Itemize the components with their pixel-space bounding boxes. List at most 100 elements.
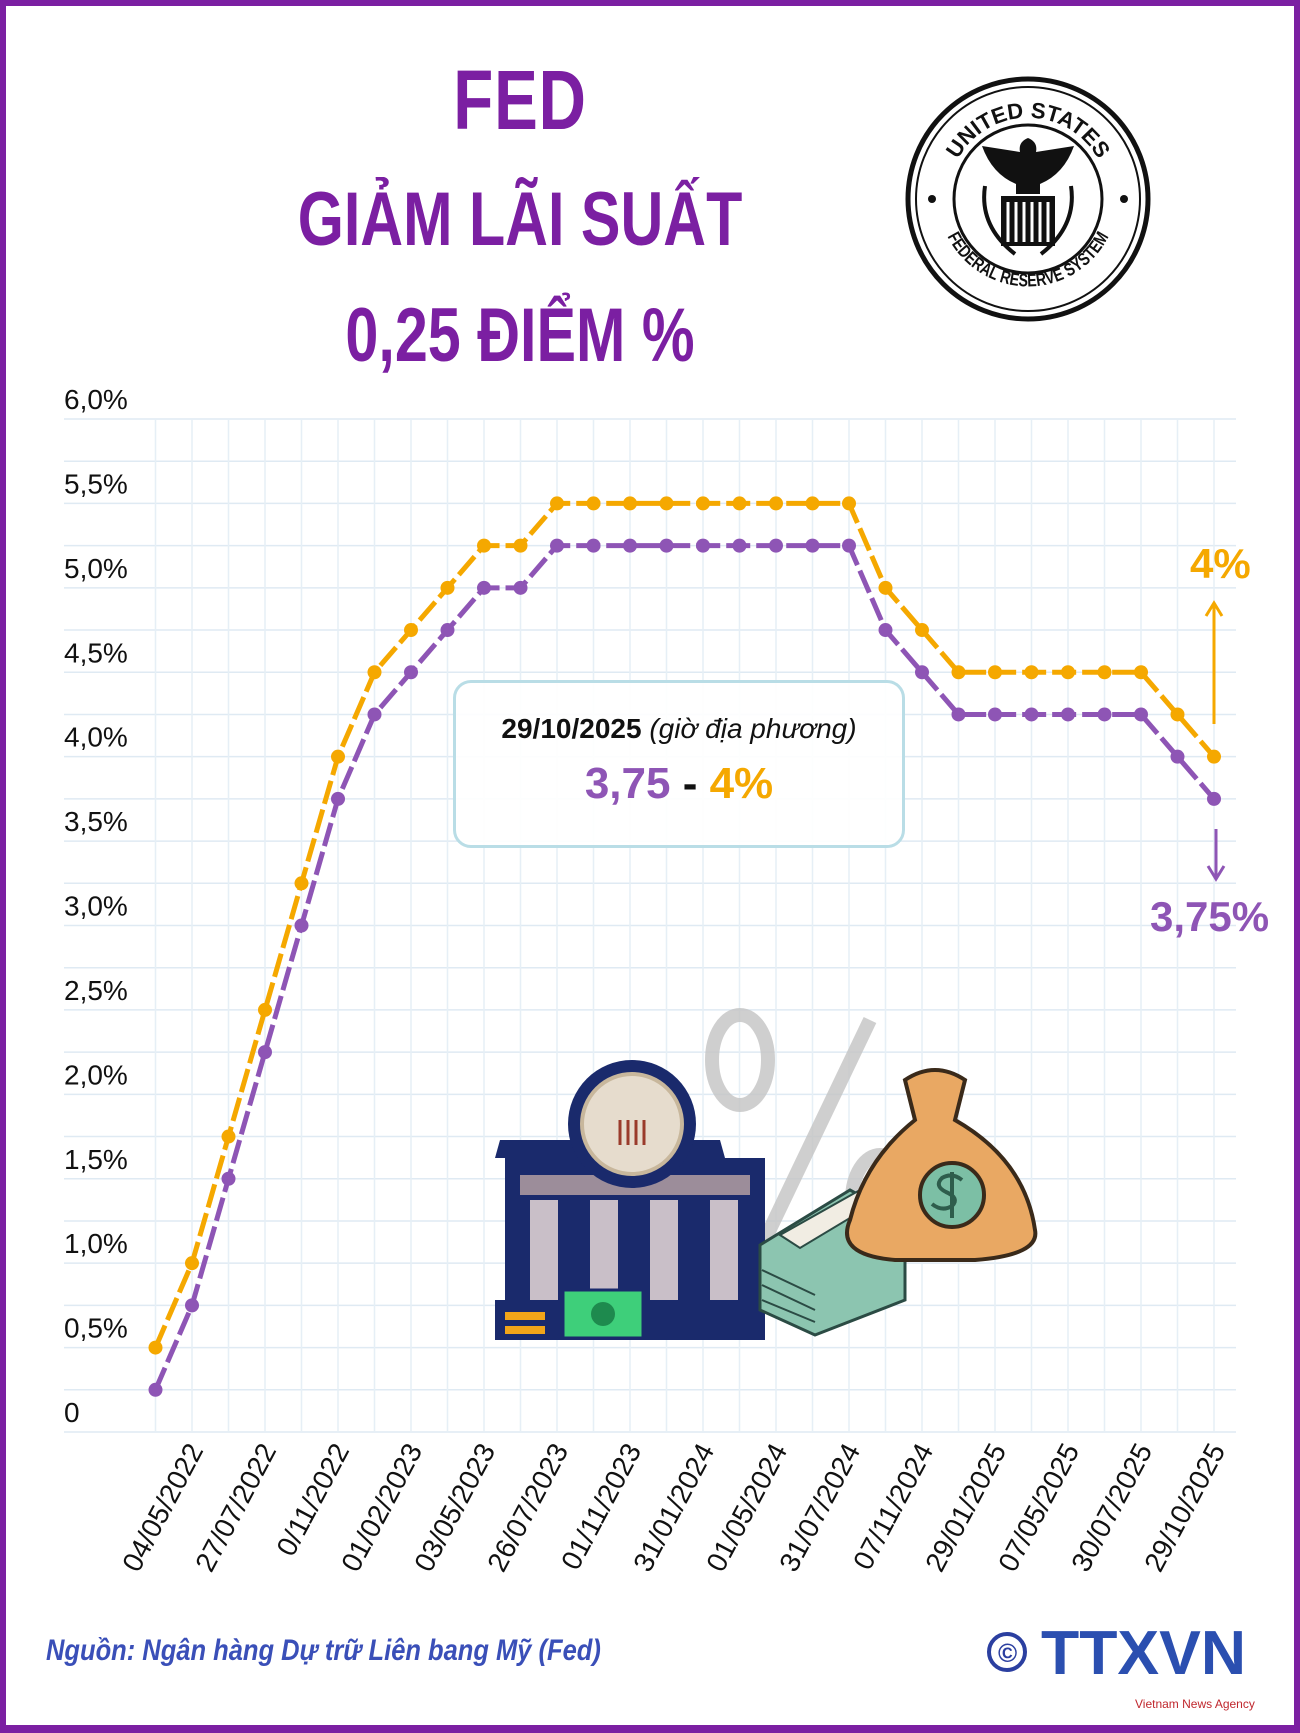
upper-bound-point xyxy=(769,496,783,511)
y-tick-label: 4,5% xyxy=(64,637,128,668)
upper-arrow xyxy=(1204,600,1224,724)
callout-box: 29/10/2025 (giờ địa phương) 3,75 - 4% xyxy=(453,680,905,848)
lower-bound-point xyxy=(513,580,528,595)
lower-bound-point xyxy=(1061,707,1075,722)
y-tick-label: 0 xyxy=(64,1397,80,1428)
y-axis-ticks: 0 0,5% 1,0% 1,5% 2,0% 2,5% 3,0% 3,5% 4,0% 4,5% 5,0… xyxy=(64,384,128,1428)
lower-bound-point xyxy=(331,791,345,806)
y-tick-label: 4,0% xyxy=(64,722,128,753)
source-note: Nguồn: Ngân hàng Dự trữ Liên bang Mỹ (Fe… xyxy=(46,1634,601,1667)
lower-bound-point xyxy=(878,623,893,638)
lower-bound-point xyxy=(659,538,674,553)
upper-bound-point xyxy=(1097,665,1112,680)
y-tick-label: 1,5% xyxy=(64,1144,128,1175)
callout-sep: - xyxy=(682,759,698,808)
lower-bound-point xyxy=(915,665,929,680)
upper-bound-point xyxy=(1170,707,1185,722)
x-axis-ticks: 04/05/202227/07/20220/11/202201/02/20230… xyxy=(116,1438,1231,1576)
callout-high: 4% xyxy=(709,759,774,808)
lower-bound-point xyxy=(440,623,455,638)
callout-low: 3,75 xyxy=(584,759,671,808)
lower-bound-point xyxy=(1207,791,1221,806)
upper-bound-point xyxy=(185,1256,199,1271)
y-tick-label: 3,0% xyxy=(64,891,128,922)
lower-arrow xyxy=(1206,829,1226,882)
lower-bound-point xyxy=(586,538,601,553)
upper-bound-point xyxy=(440,580,455,595)
lower-bound-point xyxy=(769,538,783,553)
ttxvn-logo: © TTXVN Vietnam News Agency xyxy=(987,1619,1255,1711)
lower-bound-point xyxy=(951,707,966,722)
upper-bound-point xyxy=(915,623,929,638)
lower-bound-point xyxy=(732,538,747,553)
upper-bound-point xyxy=(148,1340,163,1355)
title-rate-cut: GIẢM LÃI SUẤT xyxy=(297,177,743,262)
lower-bound-point xyxy=(221,1171,236,1186)
title-fed: FED xyxy=(453,53,587,147)
bank-building-icon xyxy=(495,1060,765,1340)
upper-bound-point xyxy=(659,496,674,511)
upper-bound-point xyxy=(732,496,747,511)
y-tick-label: 5,5% xyxy=(64,468,128,499)
lower-bound-point xyxy=(1170,749,1185,764)
upper-bound-point xyxy=(550,496,564,511)
lower-bound-point xyxy=(294,918,309,933)
money-bag-icon xyxy=(845,1068,1038,1262)
upper-bound-point xyxy=(477,538,491,553)
callout-date: 29/10/2025 xyxy=(501,713,642,744)
lower-bound-point xyxy=(696,538,710,553)
upper-bound-point xyxy=(331,749,345,764)
logo-text: TTXVN xyxy=(1041,1619,1246,1688)
upper-bound-point xyxy=(221,1129,236,1144)
lower-bound-point xyxy=(404,665,418,680)
upper-bound-point xyxy=(513,538,528,553)
lower-bound-point xyxy=(477,580,491,595)
y-tick-label: 6,0% xyxy=(64,384,128,415)
y-tick-label: 2,0% xyxy=(64,1059,128,1090)
upper-bound-point xyxy=(404,623,418,638)
illustration xyxy=(495,1008,1038,1340)
upper-bound-point xyxy=(367,665,382,680)
lower-bound-point xyxy=(1134,707,1148,722)
lower-bound-point xyxy=(550,538,564,553)
lower-rate-label: 3,75% xyxy=(1150,893,1270,940)
upper-bound-point xyxy=(1207,749,1221,764)
upper-bound-point xyxy=(623,496,637,511)
lower-bound-point xyxy=(623,538,637,553)
lower-bound-point xyxy=(842,538,856,553)
federal-reserve-seal-logo: UNITED STATES FEDERAL RESERVE SYSTEM xyxy=(905,76,1151,322)
upper-bound-point xyxy=(1024,665,1039,680)
lower-bound-point xyxy=(805,538,820,553)
lower-bound-point xyxy=(988,707,1002,722)
upper-bound-point xyxy=(951,665,966,680)
upper-rate-label: 4% xyxy=(1190,540,1251,587)
upper-bound-point xyxy=(988,665,1002,680)
title-amount: 0,25 ĐIỂM % xyxy=(345,293,695,378)
upper-bound-point xyxy=(1134,665,1148,680)
y-tick-label: 5,0% xyxy=(64,553,128,584)
upper-bound-point xyxy=(878,580,893,595)
upper-bound-point xyxy=(258,1002,272,1017)
lower-bound-point xyxy=(1097,707,1112,722)
lower-bound-point xyxy=(1024,707,1039,722)
upper-bound-point xyxy=(805,496,820,511)
upper-bound-point xyxy=(1061,665,1075,680)
upper-bound-point xyxy=(842,496,856,511)
upper-bound-point xyxy=(294,876,309,891)
y-tick-label: 2,5% xyxy=(64,975,128,1006)
x-tick-label: 0/11/2022 xyxy=(270,1438,355,1561)
logo-subtext: Vietnam News Agency xyxy=(1135,1697,1255,1711)
callout-note: (giờ địa phương) xyxy=(649,713,857,744)
lower-bound-point xyxy=(148,1382,163,1397)
upper-bound-point xyxy=(696,496,710,511)
lower-bound-point xyxy=(367,707,382,722)
y-tick-label: 0,5% xyxy=(64,1313,128,1344)
copyright-symbol: © xyxy=(998,1638,1017,1668)
upper-bound-point xyxy=(586,496,601,511)
series-layer xyxy=(148,496,1221,1397)
y-tick-label: 1,0% xyxy=(64,1228,128,1259)
lower-bound-point xyxy=(185,1298,199,1313)
lower-bound-point xyxy=(258,1045,272,1060)
